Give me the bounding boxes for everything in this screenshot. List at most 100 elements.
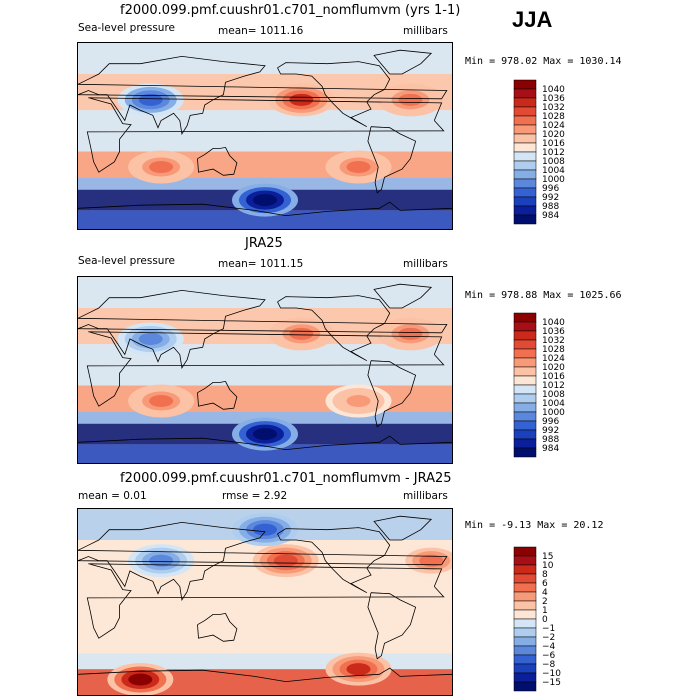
- colorbar-swatch: [513, 366, 537, 377]
- colorbar-swatch: [513, 627, 537, 638]
- colorbar-swatch: [513, 672, 537, 683]
- colorbar-swatch: [513, 618, 537, 629]
- colorbar-tick-label: 4: [542, 588, 548, 598]
- coastline: [373, 49, 433, 75]
- colorbar-tick-label: 1008: [542, 157, 565, 167]
- map-feature-contour: [149, 554, 174, 567]
- panel-1-mean: mean= 1011.16: [218, 25, 304, 37]
- coastline: [78, 435, 452, 451]
- colorbar-swatch: [513, 169, 537, 180]
- coastline: [277, 61, 391, 128]
- colorbar-tick-label: 1040: [542, 85, 565, 95]
- coastline: [367, 592, 417, 660]
- panel-1-title: f2000.099.pmf.cuushr01.c701_nomflumvm (y…: [120, 3, 461, 18]
- season-label: JJA: [512, 7, 553, 32]
- colorbar-swatch: [513, 321, 537, 332]
- map-feature-contour: [346, 663, 371, 676]
- map-feature-contour: [149, 161, 174, 173]
- colorbar-swatch: [513, 555, 537, 566]
- panel-1-map-svg: [78, 43, 452, 229]
- map-band: [78, 110, 452, 131]
- colorbar-swatch: [513, 591, 537, 602]
- map-band: [78, 43, 452, 74]
- map-feature-contour: [273, 554, 298, 567]
- colorbar-swatch: [513, 88, 537, 99]
- colorbar-tick-label: −15: [542, 678, 561, 688]
- coastline: [78, 201, 452, 217]
- colorbar-swatch: [513, 654, 537, 665]
- colorbar-tick-label: 984: [542, 211, 559, 221]
- colorbar-swatch: [513, 663, 537, 674]
- colorbar-swatch: [513, 79, 537, 90]
- map-feature-contour: [398, 327, 423, 340]
- colorbar-tick-label: 1000: [542, 175, 565, 185]
- colorbar-tick-label: 2: [542, 597, 548, 607]
- coastline: [78, 55, 448, 136]
- colorbar-tick-label: −8: [542, 660, 556, 670]
- coastline: [197, 612, 238, 642]
- colorbar-swatch: [513, 609, 537, 620]
- colorbar-tick-label: 992: [542, 193, 559, 203]
- colorbar-tick-label: 996: [542, 184, 559, 194]
- map-feature-contour: [253, 194, 277, 207]
- colorbar-swatch: [513, 196, 537, 207]
- colorbar-tick-label: 1036: [542, 94, 565, 104]
- colorbar-tick-label: 1036: [542, 327, 565, 337]
- panel-3-map: [77, 508, 453, 696]
- map-band: [78, 130, 452, 152]
- panel-1-colorbar: 1040 1036 1032 1028 1024 1020 1016 1012 1008 1004…: [513, 79, 584, 230]
- colorbar-tick-label: −10: [542, 669, 561, 679]
- coastline: [78, 521, 448, 602]
- colorbar-swatch: [513, 375, 537, 386]
- panel-3-map-svg: [78, 509, 452, 695]
- colorbar-tick-label: 1004: [542, 399, 565, 409]
- colorbar-tick-label: 1028: [542, 345, 565, 355]
- panel-3-colorbar: 15 10 8 6 4 2 1 0 −1 −2 −4 −6 −8 −10 −15: [513, 546, 584, 697]
- colorbar-tick-label: −1: [542, 624, 555, 634]
- colorbar-swatch: [513, 420, 537, 431]
- panel-2-mean: mean= 1011.15: [218, 258, 304, 270]
- colorbar-swatch: [513, 582, 537, 593]
- colorbar-tick-label: 1024: [542, 354, 565, 364]
- map-feature-contour: [289, 327, 314, 340]
- colorbar-swatch: [513, 384, 537, 395]
- coastline: [277, 295, 391, 362]
- panel-2-title: JRA25: [245, 236, 283, 251]
- colorbar-swatch: [513, 348, 537, 359]
- colorbar-swatch: [513, 312, 537, 323]
- colorbar-tick-label: 988: [542, 435, 559, 445]
- colorbar-tick-label: 996: [542, 417, 559, 427]
- colorbar-swatch: [513, 178, 537, 189]
- coastline: [197, 380, 238, 410]
- map-band: [78, 581, 452, 623]
- panel-3-rmse: rmse = 2.92: [222, 490, 288, 502]
- coastline: [86, 331, 445, 407]
- colorbar-tick-label: −6: [542, 651, 556, 661]
- colorbar-swatch: [513, 438, 537, 449]
- colorbar-swatch: [513, 393, 537, 404]
- panel-2-map-svg: [78, 277, 452, 463]
- colorbar-tick-label: 1012: [542, 381, 565, 391]
- map-feature-contour: [138, 93, 163, 106]
- colorbar-swatch: [513, 160, 537, 171]
- colorbar-swatch: [513, 681, 537, 692]
- colorbar-tick-label: 0: [542, 615, 548, 625]
- colorbar-swatch: [513, 357, 537, 368]
- map-band: [78, 444, 452, 463]
- map-feature-contour: [398, 93, 423, 106]
- coastline: [373, 515, 433, 541]
- map-band: [78, 364, 452, 386]
- map-feature-contour: [253, 523, 277, 536]
- colorbar-tick-label: 1016: [542, 139, 565, 149]
- colorbar-swatch: [513, 411, 537, 422]
- colorbar-tick-label: 1020: [542, 130, 565, 140]
- colorbar-swatch: [513, 600, 537, 611]
- colorbar-tick-label: 1028: [542, 112, 565, 122]
- panel-1-map: [77, 42, 453, 230]
- panel-1-minmax: Min = 978.02 Max = 1030.14: [465, 56, 622, 67]
- coastline: [78, 667, 452, 683]
- colorbar-tick-label: 988: [542, 202, 559, 212]
- colorbar-swatch: [513, 429, 537, 440]
- panel-2-map: [77, 276, 453, 464]
- colorbar-swatch: [513, 187, 537, 198]
